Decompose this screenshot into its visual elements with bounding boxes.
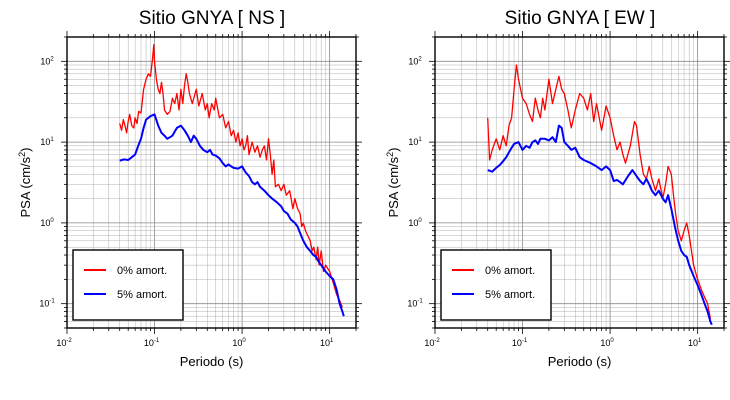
x-tick-label: 101	[688, 338, 702, 348]
y-axis-label: PSA (cm/s2)	[17, 147, 33, 217]
tick-marks	[61, 31, 362, 334]
legend: 0% amort. 5% amort.	[440, 249, 552, 321]
y-tick-label: 102	[408, 56, 422, 66]
y-tick-label: 102	[40, 56, 54, 66]
legend-label: 0% amort.	[117, 265, 167, 277]
y-tick-label: 100	[40, 218, 54, 228]
plot-frame	[66, 36, 357, 329]
chart-panel-1: 10-2 10-1 100 101 10-1 100 101 102 Sitio GNYA [ …	[17, 8, 362, 369]
x-tick-label: 101	[320, 338, 334, 348]
x-axis-label: Periodo (s)	[180, 354, 244, 369]
y-axis-label: PSA (cm/s2)	[385, 147, 401, 217]
legend: 0% amort. 5% amort.	[72, 249, 184, 321]
x-tick-label: 100	[600, 338, 614, 348]
series-line-damping-0	[487, 64, 712, 319]
chart-title: Sitio GNYA [ EW ]	[505, 8, 656, 29]
legend-box	[440, 249, 552, 321]
chart-title: Sitio GNYA [ NS ]	[139, 8, 285, 29]
y-tick-label: 10-1	[39, 299, 55, 309]
x-tick-label: 10-2	[424, 338, 440, 348]
legend-label: 0% amort.	[485, 265, 535, 277]
series-line-damping-0	[119, 44, 344, 308]
legend-label: 5% amort.	[485, 289, 535, 301]
legend-box	[72, 249, 184, 321]
y-tick-label: 100	[408, 218, 422, 228]
grid	[434, 36, 725, 329]
tick-marks	[429, 31, 730, 334]
x-axis-label: Periodo (s)	[548, 354, 612, 369]
x-tick-label: 100	[232, 338, 246, 348]
x-tick-label: 10-2	[56, 338, 72, 348]
y-tick-label: 101	[408, 137, 422, 147]
x-tick-label: 10-1	[512, 338, 528, 348]
y-tick-label: 10-1	[407, 299, 423, 309]
plot-frame	[434, 36, 725, 329]
legend-label: 5% amort.	[117, 289, 167, 301]
series-line-damping-5	[119, 113, 345, 317]
series-line-damping-5	[487, 124, 713, 326]
x-tick-label: 10-1	[144, 338, 160, 348]
y-tick-label: 101	[40, 137, 54, 147]
chart-panel-2: 10-2 10-1 100 101 10-1 100 101 102 Sitio GNYA [ …	[385, 8, 730, 369]
